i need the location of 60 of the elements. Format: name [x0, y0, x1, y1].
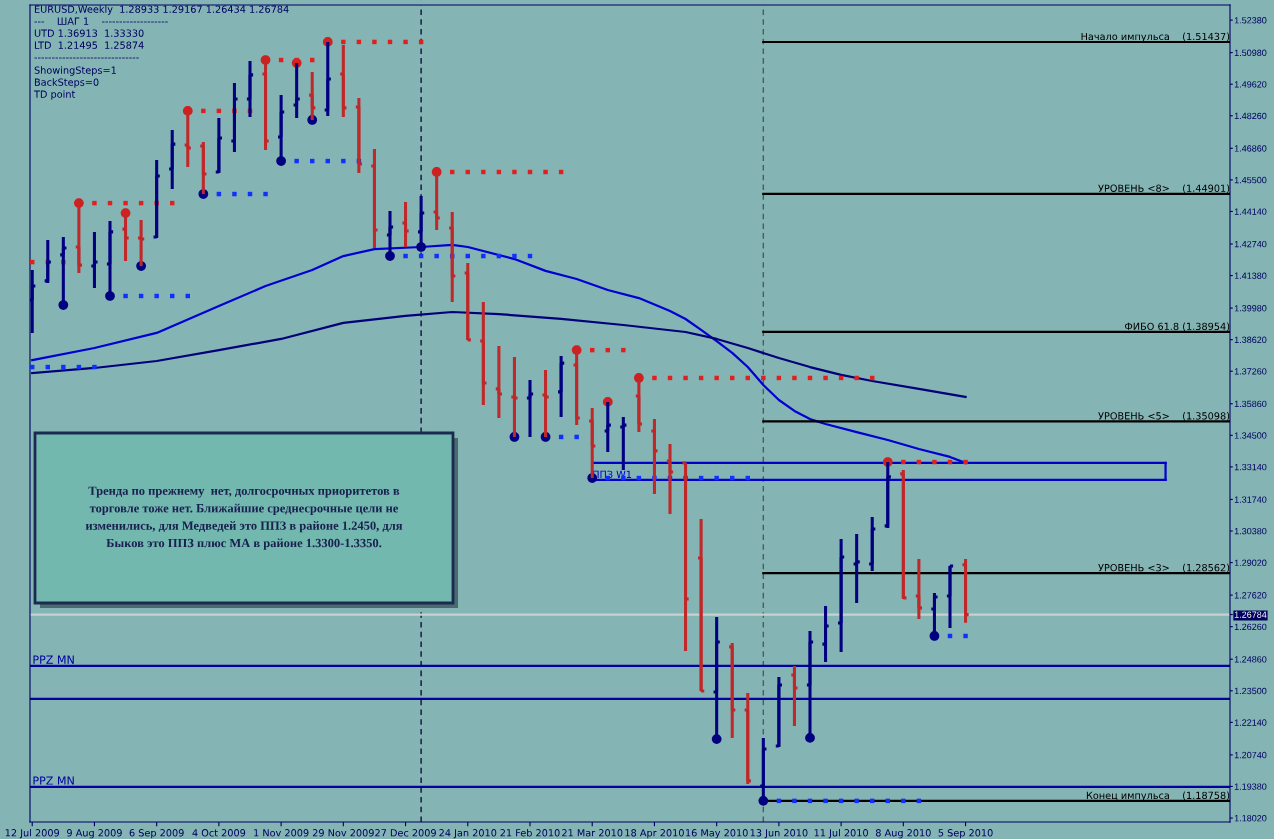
y-tick-label: 1.49620 — [1234, 81, 1267, 88]
x-tick-label: 4 Oct 2009 — [192, 829, 246, 837]
y-tick-label: 1.20740 — [1234, 751, 1267, 759]
series-label: Конец импульса (1.18758) — [1086, 791, 1230, 801]
x-tick-label: 18 Apr 2010 — [625, 829, 684, 839]
y-tick-label: 1.41380 — [1234, 272, 1267, 279]
annotation: UTD 1.36913 1.33330 — [34, 29, 144, 37]
x-tick-label: 21 Feb 2010 — [500, 828, 560, 837]
chart-title: EURUSD,Weekly 1.28933 1.29167 1.26434 1.26784 — [34, 5, 289, 15]
y-tick-label: 1.29020 — [1234, 559, 1267, 566]
y-tick-label: 1.37260 — [1234, 368, 1267, 375]
ref-line-label: PPZ MN — [33, 655, 74, 664]
x-tick-label: 12 Jul 2009 — [5, 828, 60, 839]
y-tick-label: 1.39980 — [1234, 305, 1267, 312]
x-tick-label: 16 May 2010 — [686, 829, 748, 839]
annotation: LTD 1.21495 1.25874 — [34, 41, 144, 49]
y-tick-label: 1.24860 — [1234, 656, 1267, 663]
y-tick-label: 1.35860 — [1234, 400, 1267, 408]
y-tick-label: 1.19380 — [1234, 783, 1267, 790]
y-tick-label: 1.33140 — [1234, 463, 1267, 471]
series-label: УРОВЕНЬ <5> (1.35098) — [1098, 412, 1230, 421]
series-label: Начало импульса (1.51437) — [1081, 32, 1230, 42]
y-tick-label: 1.45500 — [1234, 176, 1267, 184]
x-tick-label: 21 Mar 2010 — [562, 829, 623, 837]
y-tick-label: 1.23500 — [1234, 687, 1267, 695]
x-tick-label: 9 Aug 2009 — [67, 829, 122, 839]
y-tick-label: 1.48260 — [1234, 112, 1267, 120]
ref-line-label: PPZ MN — [33, 776, 74, 785]
annotation: --- ШАГ 1 ------------------- — [34, 17, 168, 25]
series-label: УРОВЕНЬ <8> (1.44901) — [1098, 184, 1230, 194]
x-tick-label: 11 Jul 2010 — [814, 828, 868, 839]
series-label: ФИБО 61.8 (1.38954) — [1124, 322, 1230, 332]
x-tick-label: 24 Jan 2010 — [439, 829, 497, 839]
y-tick-label: 1.30380 — [1234, 527, 1267, 535]
y-tick-label: 1.18020 — [1234, 815, 1267, 822]
x-tick-label: 1 Nov 2009 — [254, 829, 309, 837]
y-tick-label: 1.46860 — [1234, 145, 1267, 152]
x-tick-label: 27 Dec 2009 — [375, 829, 436, 837]
x-tick-label: 13 Jun 2010 — [750, 829, 808, 839]
y-tick-label: 1.44140 — [1234, 208, 1267, 215]
annotation: ShowingSteps=1 — [34, 66, 116, 76]
x-tick-label: 6 Sep 2009 — [129, 829, 184, 839]
x-tick-label: 29 Nov 2009 — [312, 829, 374, 837]
y-tick-label: 1.50980 — [1234, 49, 1267, 56]
y-tick-label: 1.42740 — [1234, 240, 1267, 248]
y-tick-label: 1.26784 — [1234, 611, 1267, 618]
y-tick-label: 1.31740 — [1234, 496, 1267, 503]
y-tick-label: 1.38620 — [1234, 336, 1267, 344]
y-tick-label: 1.27620 — [1234, 592, 1267, 599]
y-tick-label: 1.34500 — [1234, 432, 1267, 439]
x-tick-label: 5 Sep 2010 — [938, 829, 993, 839]
annotation: ------------------------------ — [34, 57, 139, 59]
annotation: Тренда по прежнему нет, долгосрочных приоритетов в торговле тоже нет. Ближайшие среднесрочные цели не изменились, для Медведей это ППЗ в районе 1.2450, для Быков это ППЗ плюс МА в районе 1.3300-1.3350. — [85, 486, 403, 550]
annotation: BackSteps=0 — [34, 78, 99, 88]
y-tick-label: 1.22140 — [1234, 719, 1267, 726]
x-tick-label: 8 Aug 2010 — [875, 829, 931, 839]
series-label: УРОВЕНЬ <3> (1.28562) — [1098, 563, 1230, 573]
y-tick-label: 1.52380 — [1234, 17, 1267, 24]
annotation: TD point — [33, 90, 76, 100]
y-tick-label: 1.26260 — [1234, 623, 1267, 631]
